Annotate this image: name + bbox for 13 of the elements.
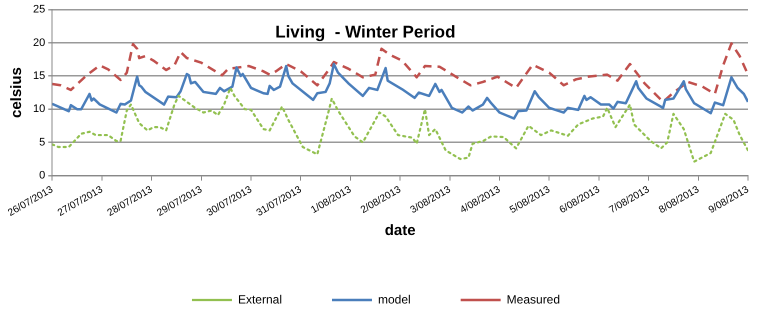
text: Living - Winter Period [275, 22, 456, 42]
legend-label: Measured [506, 292, 560, 306]
y-tick-label: 5 [39, 136, 46, 148]
y-tick-label: 0 [39, 170, 46, 182]
y-axis-title: celsius [8, 67, 26, 118]
y-tick-label: 25 [32, 4, 46, 16]
y-tick-label: 10 [32, 103, 46, 116]
line-series [52, 86, 748, 163]
y-tick-label: 20 [32, 36, 46, 49]
y-tick-label: 15 [32, 70, 46, 82]
legend-label: External [238, 292, 282, 306]
x-axis-title: date [384, 222, 416, 240]
legend-label: model [378, 292, 411, 306]
